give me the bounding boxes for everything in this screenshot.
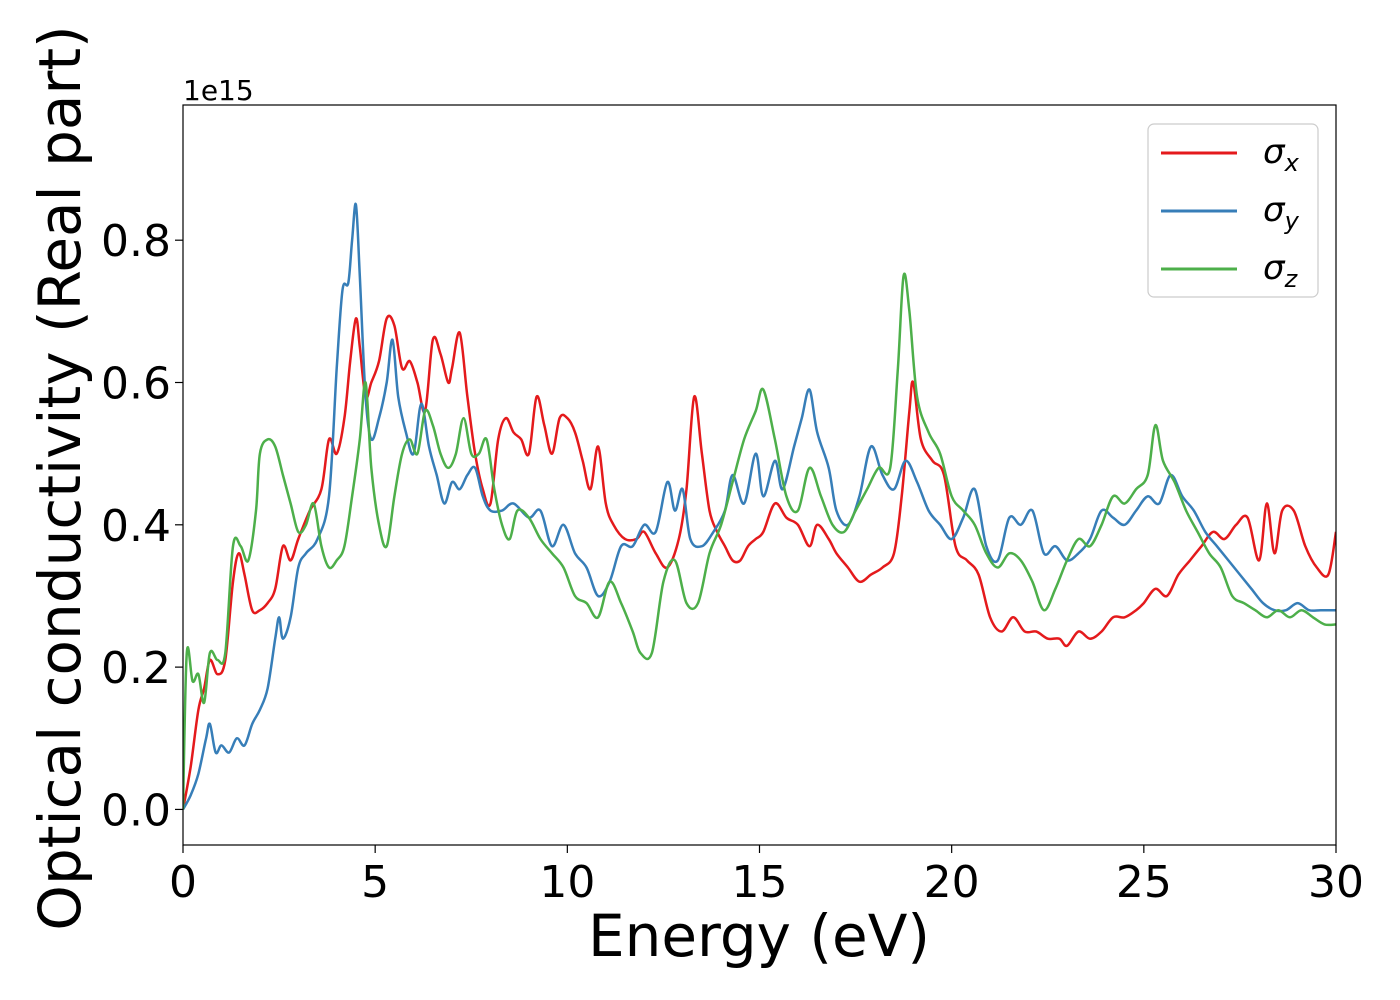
x-tick-label: 10 xyxy=(539,857,595,908)
x-tick-label: 20 xyxy=(924,857,980,908)
series-layer xyxy=(183,202,1336,811)
x-tick-label: 15 xyxy=(732,857,788,908)
y-axis-label: Optical conductivity (Real part) xyxy=(26,25,94,930)
series-line-z xyxy=(183,272,1336,810)
y-offset-text: 1e15 xyxy=(183,74,254,107)
y-tick-label: 0.0 xyxy=(101,785,171,836)
series-line-x xyxy=(183,314,1336,810)
legend-label-z: σz xyxy=(1263,248,1299,293)
y-tick-label: 0.4 xyxy=(101,501,171,552)
x-axis: 0 5 10 15 20 25 30 xyxy=(169,845,1364,908)
legend: σx σy σz xyxy=(1147,123,1319,298)
x-tick-label: 5 xyxy=(361,857,389,908)
legend-label-y: σy xyxy=(1263,190,1300,235)
legend-items: σx σy σz xyxy=(1161,132,1300,293)
x-tick-label: 25 xyxy=(1116,857,1172,908)
y-tick-label: 0.6 xyxy=(101,359,171,410)
x-axis-label: Energy (eV) xyxy=(588,902,930,970)
x-tick-label: 0 xyxy=(169,857,197,908)
y-axis: 0.0 0.2 0.4 0.6 0.8 xyxy=(101,216,183,836)
series-line-y xyxy=(183,202,1336,811)
y-tick-label: 0.8 xyxy=(101,216,171,267)
y-tick-label: 0.2 xyxy=(101,643,171,694)
legend-label-x: σx xyxy=(1263,132,1300,177)
x-tick-label: 30 xyxy=(1308,857,1364,908)
